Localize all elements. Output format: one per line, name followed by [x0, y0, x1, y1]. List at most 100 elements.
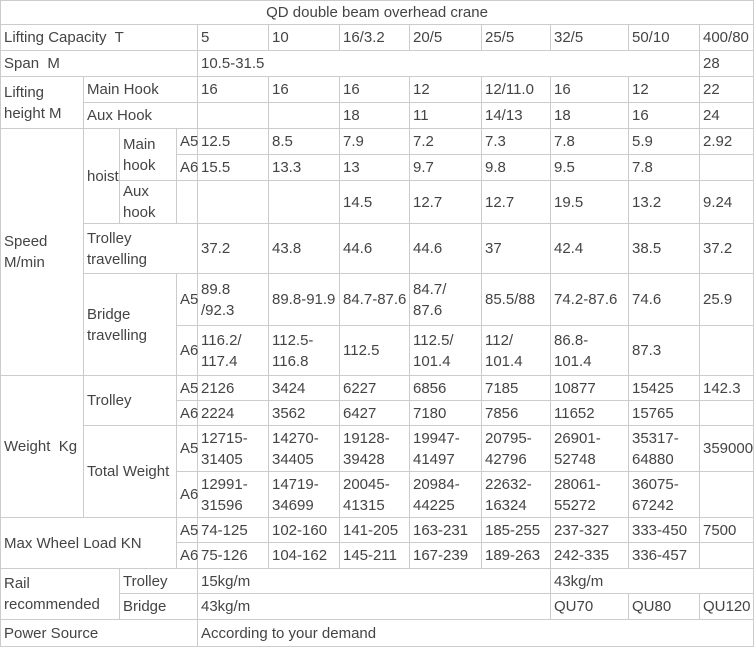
value-cell: 37.2 [698, 223, 754, 274]
value-cell: 74.6 [628, 273, 700, 326]
value-cell: 32/5 [550, 24, 629, 51]
value-cell: 19128- 39428 [339, 425, 410, 472]
table-row: Weight Kg Trolley A5 2126 3424 6227 6856 7185 10… [0, 375, 754, 518]
value-cell: 20795- 42796 [481, 425, 551, 472]
value-cell: 116.2/ 117.4 [197, 325, 269, 376]
value-cell: 16 [550, 76, 629, 103]
a6-label: A6 [176, 471, 198, 518]
value-cell: 112.5 [339, 325, 410, 376]
table-row: A6 2224 3562 6427 7180 7856 11652 15765 [1, 400, 754, 426]
value-cell: 14270- 34405 [268, 425, 340, 472]
value-cell: 20/5 [409, 24, 482, 51]
value-cell: 13.2 [628, 180, 700, 224]
value-cell: 20045- 41315 [339, 471, 410, 518]
value-cell: 8.5 [268, 128, 340, 155]
table-title: QD double beam overhead crane [0, 0, 754, 25]
value-cell: 7.8 [550, 128, 629, 155]
empty-cell [268, 180, 340, 224]
value-cell: 400/80 [698, 24, 754, 51]
aux-hook-label: Aux Hook [83, 102, 198, 129]
value-cell: 12 [628, 76, 700, 103]
rail-recommended-label: Rail recommended [0, 568, 120, 620]
a5-label: A5 [176, 375, 198, 401]
value-cell: 13 [339, 154, 410, 181]
a5-label: A5 [176, 128, 198, 155]
value-cell: 37 [481, 223, 551, 274]
value-cell: 18 [339, 102, 410, 129]
max-wheel-load-label: Max Wheel Load KN [0, 517, 177, 569]
table-row: Bridge travelling A5 89.8 /92.3 89.8-91.9 84… [1, 273, 754, 376]
a5-label: A5 [176, 517, 198, 543]
value-cell: 336-457 [628, 542, 700, 569]
value-cell: 9.8 [481, 154, 551, 181]
hoist-main-hook-label: Main hook [119, 128, 177, 181]
value-cell: 7.8 [628, 154, 700, 181]
value-cell: 6227 [339, 375, 410, 401]
value-cell: 85.5/88 [481, 273, 551, 326]
value-cell: 7.3 [481, 128, 551, 155]
value-cell: 112/ 101.4 [481, 325, 551, 376]
value-cell: 141-205 [339, 517, 410, 543]
value-cell: 86.8- 101.4 [550, 325, 629, 376]
value-cell: 35317- 64880 [628, 425, 700, 472]
value-cell: 14/13 [481, 102, 551, 129]
value-cell: 16/3.2 [339, 24, 410, 51]
value-cell: 87.3 [628, 325, 700, 376]
main-hook-label: Main Hook [83, 76, 198, 103]
value-cell: 7500 [698, 517, 754, 543]
table-row: Trolley travelling 37.2 43.8 44.6 44.6 37 42.4… [1, 223, 754, 274]
table-row: Rail recommended Trolley 15kg/m 43kg/m [0, 568, 754, 620]
value-cell: 38.5 [628, 223, 700, 274]
value-cell: 12.5 [197, 128, 269, 155]
value-cell: QU80 [628, 593, 700, 620]
value-cell: 5.9 [628, 128, 700, 155]
value-cell: 7.2 [409, 128, 482, 155]
value-cell: 142.3 [698, 375, 754, 401]
trolley-weight-label: Trolley [83, 375, 177, 426]
value-cell: 2.92 [698, 128, 754, 155]
value-cell: 2224 [197, 400, 269, 426]
value-cell: 22632- 16324 [481, 471, 551, 518]
value-cell: 333-450 [628, 517, 700, 543]
value-cell: 44.6 [409, 223, 482, 274]
value-cell: 28061- 55272 [550, 471, 629, 518]
empty-cell [698, 471, 754, 518]
value-cell: 5 [197, 24, 269, 51]
value-cell: 15765 [628, 400, 700, 426]
value-cell: 7180 [409, 400, 482, 426]
value-cell: 42.4 [550, 223, 629, 274]
value-cell: 75-126 [197, 542, 269, 569]
value-cell: 6427 [339, 400, 410, 426]
a6-label: A6 [176, 542, 198, 569]
empty-cell [197, 102, 269, 129]
value-cell: 24 [698, 102, 754, 129]
value-cell: 89.8-91.9 [268, 273, 340, 326]
value-cell: 36075- 67242 [628, 471, 700, 518]
value-cell: 7.9 [339, 128, 410, 155]
value-cell: 22 [698, 76, 754, 103]
table-row: Power Source According to your demand [0, 619, 754, 647]
value-cell: 15.5 [197, 154, 269, 181]
value-cell: 9.5 [550, 154, 629, 181]
value-cell: 163-231 [409, 517, 482, 543]
value-cell: 74.2-87.6 [550, 273, 629, 326]
value-cell: 12.7 [409, 180, 482, 224]
table-row: A6 12991- 31596 14719- 34699 20045- 41315 20… [1, 471, 754, 518]
value-cell: 19947- 41497 [409, 425, 482, 472]
value-cell: 25.9 [698, 273, 754, 326]
table-row: Aux Hook 18 11 14/13 18 16 24 [1, 102, 754, 129]
value-cell: 18 [550, 102, 629, 129]
a5-label: A5 [176, 425, 198, 472]
value-cell: 15425 [628, 375, 700, 401]
value-cell: 19.5 [550, 180, 629, 224]
value-cell: 237-327 [550, 517, 629, 543]
value-cell: 26901- 52748 [550, 425, 629, 472]
value-cell: 242-335 [550, 542, 629, 569]
value-cell: 11652 [550, 400, 629, 426]
table-row: A6 15.5 13.3 13 9.7 9.8 9.5 7.8 [1, 154, 754, 181]
value-cell: 50/10 [628, 24, 700, 51]
table-row: Span M 10.5-31.5 28 [0, 50, 754, 77]
table-row: Speed M/min hoist Main hook A5 12.5 8.5 7.9 7.2… [0, 128, 754, 376]
empty-cell [698, 400, 754, 426]
a6-label: A6 [176, 154, 198, 181]
